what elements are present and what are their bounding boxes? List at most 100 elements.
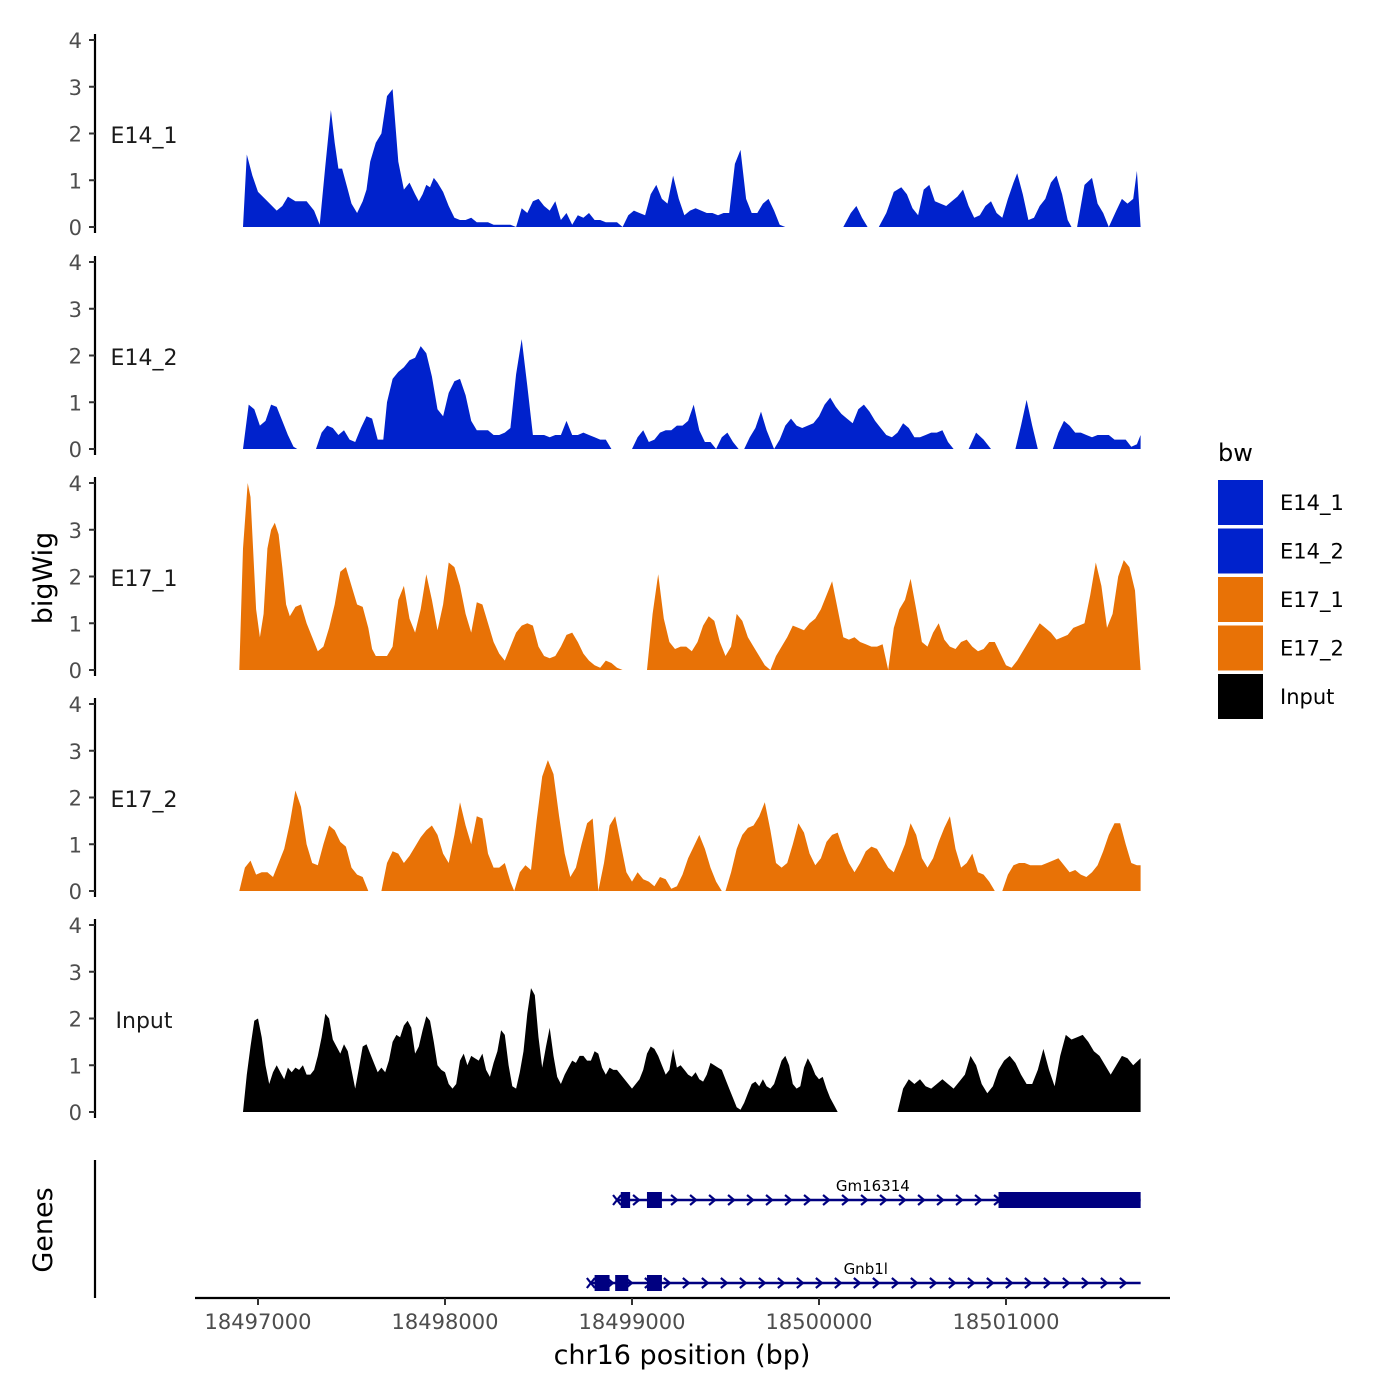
y-tick-label: 3: [69, 740, 82, 764]
gene-start-mark: [612, 1194, 622, 1206]
strand-arrow: [632, 1194, 641, 1206]
x-tick-label: 18500000: [766, 1310, 873, 1334]
strand-arrow: [967, 1277, 976, 1289]
signal-area: [897, 1034, 1141, 1112]
y-tick-label: 3: [69, 961, 82, 985]
legend-swatch: [1218, 528, 1263, 574]
signal-tracks: 0 1 2 3 4 E14_1 0 1 2 3 4 E14_2 0 1 2 3 4 E17_1 0 1 2 3 4 E17_2…: [69, 29, 1141, 1125]
track-label: Input: [116, 1009, 173, 1034]
strand-arrow: [720, 1277, 729, 1289]
y-tick-label: 1: [69, 612, 82, 636]
y-tick-label: 4: [69, 29, 82, 53]
gene-name: Gm16314: [836, 1177, 910, 1195]
legend: bw E14_1 E14_2 E17_1 E17_2 Input: [1218, 439, 1344, 719]
signal-area: [598, 816, 722, 891]
signal-area: [647, 574, 889, 670]
y-tick-label: 0: [69, 659, 82, 683]
strand-arrow: [1119, 1277, 1128, 1289]
strand-arrow: [682, 1277, 691, 1289]
gene-start-mark: [586, 1277, 596, 1289]
track-E14_1: 0 1 2 3 4 E14_1: [69, 29, 1141, 240]
strand-arrow: [1024, 1277, 1033, 1289]
strand-arrow: [891, 1277, 900, 1289]
strand-arrow: [917, 1194, 926, 1206]
y-tick-label: 2: [69, 1008, 82, 1032]
signal-area: [632, 404, 717, 449]
signal-area: [774, 397, 954, 449]
strand-arrow: [1005, 1277, 1014, 1289]
legend-label: E17_2: [1280, 637, 1344, 662]
strand-arrow: [841, 1194, 850, 1206]
signal-area: [1015, 399, 1038, 449]
y-tick-label: 0: [69, 216, 82, 240]
strand-arrow: [936, 1194, 945, 1206]
strand-arrow: [784, 1194, 793, 1206]
signal-area: [243, 988, 883, 1112]
exon: [998, 1192, 1141, 1208]
strand-arrow: [796, 1277, 805, 1289]
strand-arrow: [739, 1277, 748, 1289]
track-label: E17_2: [111, 788, 178, 813]
genes-axis-label: Genes: [28, 1187, 59, 1272]
signal-area: [725, 802, 995, 891]
strand-arrow: [765, 1194, 774, 1206]
legend-label: Input: [1280, 685, 1334, 709]
signal-area: [1002, 823, 1141, 891]
signal-area: [716, 432, 739, 449]
strand-arrow: [701, 1277, 710, 1289]
strand-arrow: [879, 1194, 888, 1206]
gene-Gnb1l: Gnb1l: [586, 1260, 1141, 1291]
x-tick-label: 18499000: [579, 1310, 686, 1334]
y-tick-label: 4: [69, 472, 82, 496]
strand-arrow: [815, 1277, 824, 1289]
x-axis-label: chr16 position (bp): [554, 1340, 811, 1371]
strand-arrow: [758, 1277, 767, 1289]
strand-arrow: [853, 1277, 862, 1289]
strand-arrow: [898, 1194, 907, 1206]
y-tick-label: 4: [69, 693, 82, 717]
track-E14_2: 0 1 2 3 4 E14_2: [69, 251, 1141, 462]
y-tick-label: 2: [69, 123, 82, 147]
strand-arrow: [860, 1194, 869, 1206]
strand-arrow: [910, 1277, 919, 1289]
strand-arrow: [803, 1194, 812, 1206]
exon: [615, 1275, 629, 1291]
signal-area: [843, 206, 868, 227]
signal-area: [888, 560, 1141, 670]
strand-arrow: [872, 1277, 881, 1289]
x-tick-label: 18497000: [205, 1310, 312, 1334]
strand-arrow: [1043, 1277, 1052, 1289]
strand-arrow: [746, 1194, 755, 1206]
x-tick-label: 18498000: [392, 1310, 499, 1334]
signal-area: [514, 760, 599, 891]
strand-arrow: [974, 1194, 983, 1206]
y-tick-label: 1: [69, 169, 82, 193]
exon: [594, 1275, 610, 1291]
x-tick-label: 18501000: [953, 1310, 1060, 1334]
strand-arrow: [955, 1194, 964, 1206]
strand-arrow: [1062, 1277, 1071, 1289]
legend-swatch: [1218, 674, 1263, 719]
y-tick-label: 3: [69, 76, 82, 100]
gene-name: Gnb1l: [844, 1260, 888, 1278]
strand-arrow: [708, 1194, 717, 1206]
track-E17_2: 0 1 2 3 4 E17_2: [69, 693, 1141, 904]
track-label: E14_2: [111, 346, 178, 371]
y-tick-label: 2: [69, 345, 82, 369]
strand-arrow: [670, 1194, 679, 1206]
legend-label: E14_2: [1280, 540, 1344, 565]
strand-arrow: [929, 1277, 938, 1289]
y-tick-label: 0: [69, 1101, 82, 1125]
signal-area: [878, 173, 1072, 227]
y-tick-label: 4: [69, 251, 82, 275]
strand-arrow: [1081, 1277, 1090, 1289]
signal-area: [1052, 420, 1141, 449]
y-tick-label: 1: [69, 833, 82, 857]
y-tick-label: 2: [69, 566, 82, 590]
gene-Gm16314: Gm16314: [612, 1177, 1141, 1208]
signal-area: [239, 483, 623, 670]
y-tick-label: 1: [69, 1054, 82, 1078]
track-label: E14_1: [111, 124, 178, 149]
legend-label: E17_1: [1280, 588, 1344, 613]
